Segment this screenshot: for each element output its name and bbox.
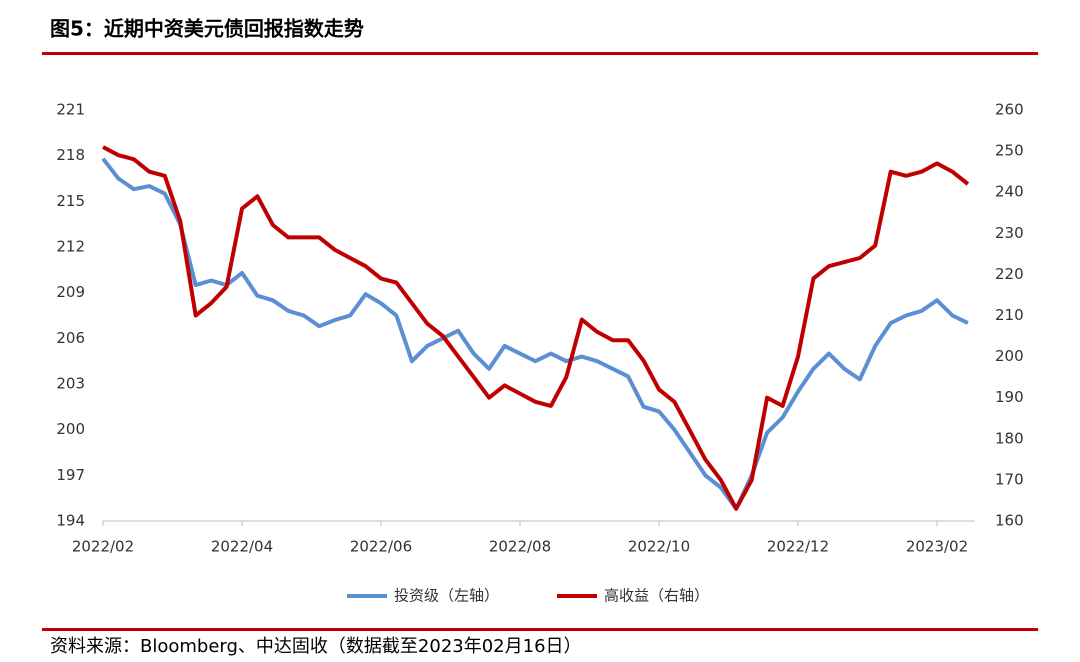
y2-tick-label: 220 [995,265,1024,283]
y-tick-label: 197 [56,466,85,484]
x-tick-label: 2022/12 [767,538,829,556]
x-tick-label: 2022/02 [72,538,134,556]
legend-label: 投资级（左轴） [394,587,499,605]
source-note: 资料来源：Bloomberg、中达固收（数据截至2023年02月16日） [50,636,582,657]
y2-tick-label: 160 [995,512,1024,530]
y-tick-label: 206 [56,329,85,347]
y2-tick-label: 260 [995,101,1024,119]
x-tick-label: 2022/10 [628,538,690,556]
y2-tick-label: 250 [995,142,1024,160]
y-tick-label: 215 [56,192,85,210]
y2-tick-label: 190 [995,388,1024,406]
y2-tick-label: 200 [995,347,1024,365]
y2-tick-label: 170 [995,470,1024,488]
y-tick-label: 200 [56,420,85,438]
title-rule [42,52,1038,55]
chart-title: 图5：近期中资美元债回报指数走势 [50,17,364,41]
y2-tick-label: 230 [995,224,1024,242]
legend-label: 高收益（右轴） [604,587,709,605]
y2-tick-label: 210 [995,306,1024,324]
y-tick-label: 203 [56,375,85,393]
y-tick-label: 212 [56,238,85,256]
series-line [101,157,969,511]
y-tick-label: 218 [56,146,85,164]
y-tick-label: 194 [56,512,85,530]
x-tick-label: 2023/02 [906,538,968,556]
y-tick-label: 221 [56,101,85,119]
x-tick-label: 2022/06 [350,538,412,556]
series-line [102,145,970,511]
x-tick-label: 2022/04 [211,538,273,556]
y2-tick-label: 240 [995,183,1024,201]
source-rule [42,628,1038,631]
x-tick-label: 2022/08 [489,538,551,556]
y-tick-label: 209 [56,283,85,301]
y2-tick-label: 180 [995,429,1024,447]
